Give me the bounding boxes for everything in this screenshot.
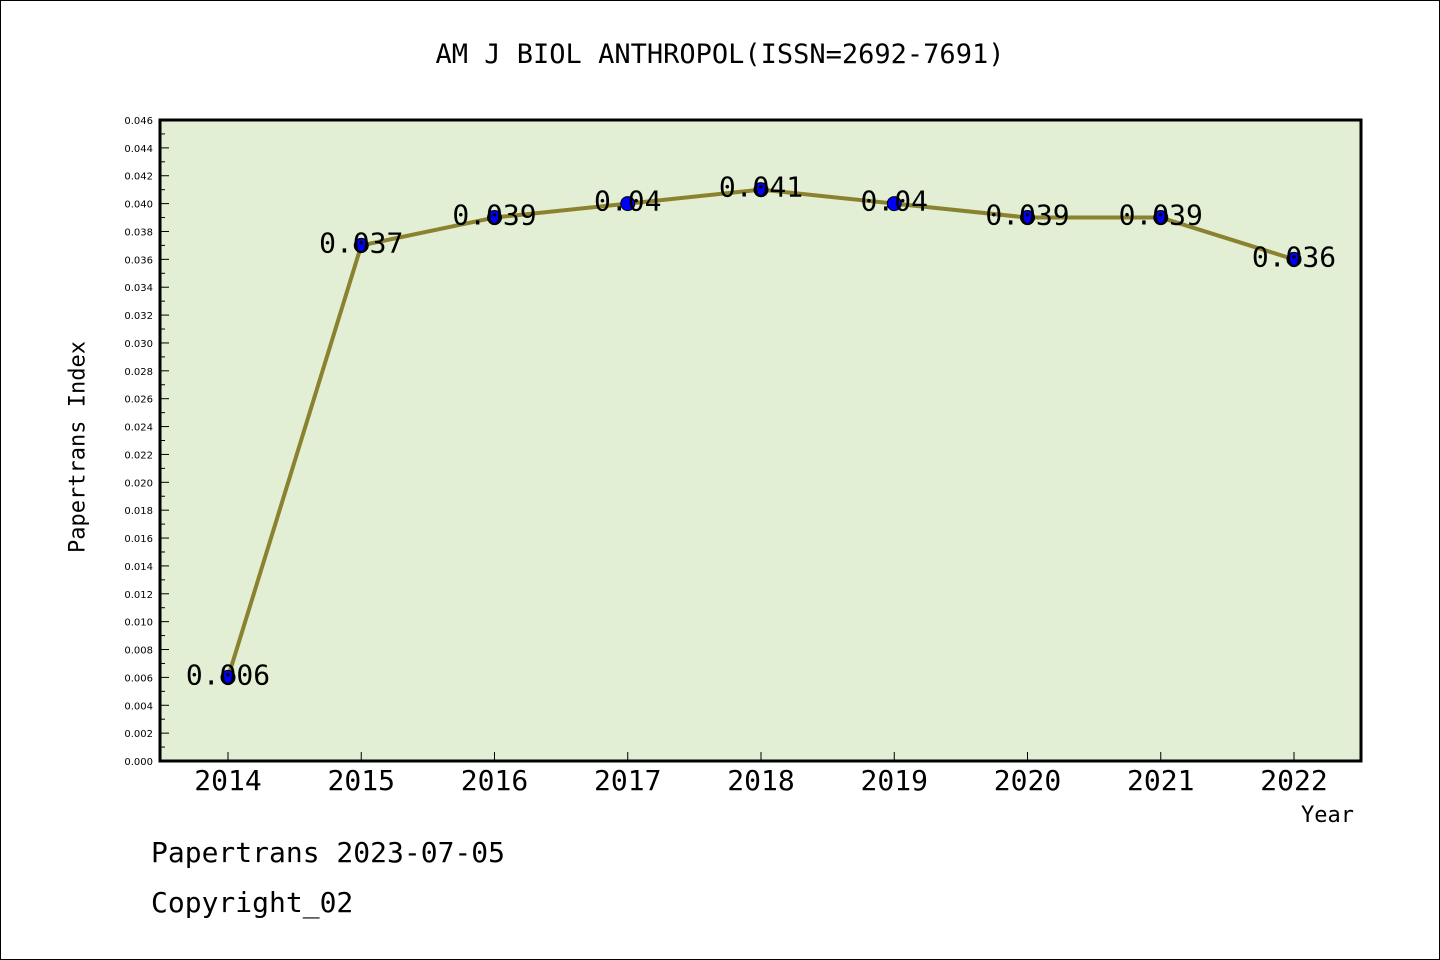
data-point (753, 182, 769, 198)
y-tick-label: 0.038 (124, 227, 153, 238)
y-tick-label: 0.028 (124, 367, 153, 378)
y-tick-label: 0.046 (124, 116, 153, 127)
data-point (886, 196, 902, 212)
plot-background (160, 120, 1361, 761)
x-tick-label: 2022 (1260, 764, 1327, 797)
data-label: 0.006 (186, 658, 270, 691)
x-tick-label: 2018 (727, 764, 794, 797)
data-label: 0.039 (1119, 199, 1203, 232)
y-tick-label: 0.004 (124, 701, 153, 712)
y-tick-label: 0.030 (124, 339, 153, 350)
x-tick-label: 2017 (594, 764, 661, 797)
y-tick-label: 0.016 (124, 534, 153, 545)
data-label: 0.039 (452, 199, 536, 232)
x-tick-label: 2016 (461, 764, 528, 797)
y-tick-label: 0.026 (124, 395, 153, 406)
y-tick-label: 0.044 (124, 144, 153, 155)
data-point (487, 210, 502, 226)
data-label: 0.04 (594, 185, 661, 218)
data-label: 0.041 (719, 171, 803, 204)
y-tick-label: 0.018 (124, 506, 153, 517)
y-tick-label: 0.020 (124, 478, 153, 489)
y-tick-label: 0.010 (124, 618, 153, 629)
data-label: 0.037 (319, 226, 403, 259)
y-axis-label: Papertrans Index (65, 341, 91, 553)
data-point (353, 237, 369, 253)
chart-title: AM J BIOL ANTHROPOL(ISSN=2692-7691) (435, 39, 1005, 70)
y-tick-label: 0.014 (124, 562, 153, 573)
y-tick-label: 0.008 (124, 646, 153, 657)
y-tick-label: 0.022 (124, 450, 153, 461)
data-point (220, 669, 236, 685)
data-label: 0.04 (861, 185, 928, 218)
y-tick-label: 0.000 (124, 757, 153, 768)
x-tick-label: 2019 (861, 764, 928, 797)
x-tick-label: 2021 (1127, 764, 1194, 797)
x-tick-label: 2020 (994, 764, 1061, 797)
plot-border (158, 118, 1363, 763)
y-tick-label: 0.002 (124, 729, 153, 740)
x-tick-label: 2015 (328, 764, 395, 797)
data-point (620, 196, 636, 212)
footer-copyright: Copyright_02 (151, 886, 354, 919)
data-point (1020, 210, 1035, 226)
y-tick-label: 0.006 (124, 673, 153, 684)
y-tick-label: 0.040 (124, 200, 153, 211)
data-point (1286, 251, 1302, 267)
y-tick-label: 0.012 (124, 590, 153, 601)
y-tick-label: 0.034 (124, 283, 153, 294)
x-axis-label: Year (1301, 803, 1354, 828)
y-tick-label: 0.036 (124, 255, 153, 266)
x-tick-label: 2014 (194, 764, 261, 797)
y-tick-label: 0.032 (124, 311, 153, 322)
footer-date: Papertrans 2023-07-05 (151, 836, 506, 869)
data-label: 0.039 (985, 199, 1069, 232)
data-point (1153, 210, 1169, 226)
y-tick-label: 0.042 (124, 172, 153, 183)
y-tick-label: 0.024 (124, 423, 153, 434)
data-label: 0.036 (1252, 240, 1336, 273)
